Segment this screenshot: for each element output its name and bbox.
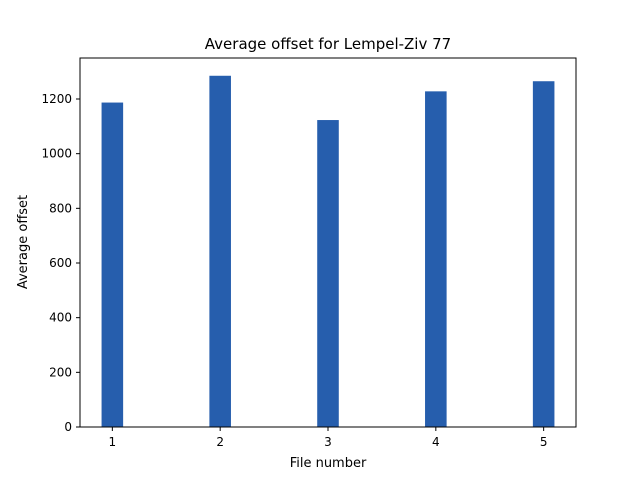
bar-file-1 [101, 102, 124, 427]
y-tick-label: 1000 [41, 147, 72, 161]
x-tick-label: 2 [216, 435, 224, 449]
x-axis-ticks: 1 2 3 4 5 [109, 427, 548, 449]
bar-file-5 [532, 81, 555, 427]
x-tick-label: 5 [540, 435, 548, 449]
x-tick-label: 3 [324, 435, 332, 449]
bar-file-2 [209, 75, 231, 428]
y-tick-label: 200 [49, 365, 72, 379]
y-axis-ticks: 0 200 400 600 800 1000 1200 [41, 92, 80, 434]
x-tick-label: 1 [109, 435, 117, 449]
y-tick-label: 400 [49, 311, 72, 325]
bar-file-4 [425, 91, 447, 427]
bar-file-3 [317, 120, 339, 428]
bars-group [101, 75, 555, 428]
x-tick-label: 4 [432, 435, 440, 449]
y-tick-label: 800 [49, 201, 72, 215]
plot-frame [79, 57, 577, 428]
y-tick-label: 600 [49, 256, 72, 270]
y-tick-label: 1200 [41, 92, 72, 106]
y-tick-label: 0 [64, 420, 72, 434]
x-axis-label: File number [290, 456, 367, 471]
y-axis-label: Average offset [16, 195, 31, 289]
chart-title: Average offset for Lempel-Ziv 77 [205, 35, 451, 53]
